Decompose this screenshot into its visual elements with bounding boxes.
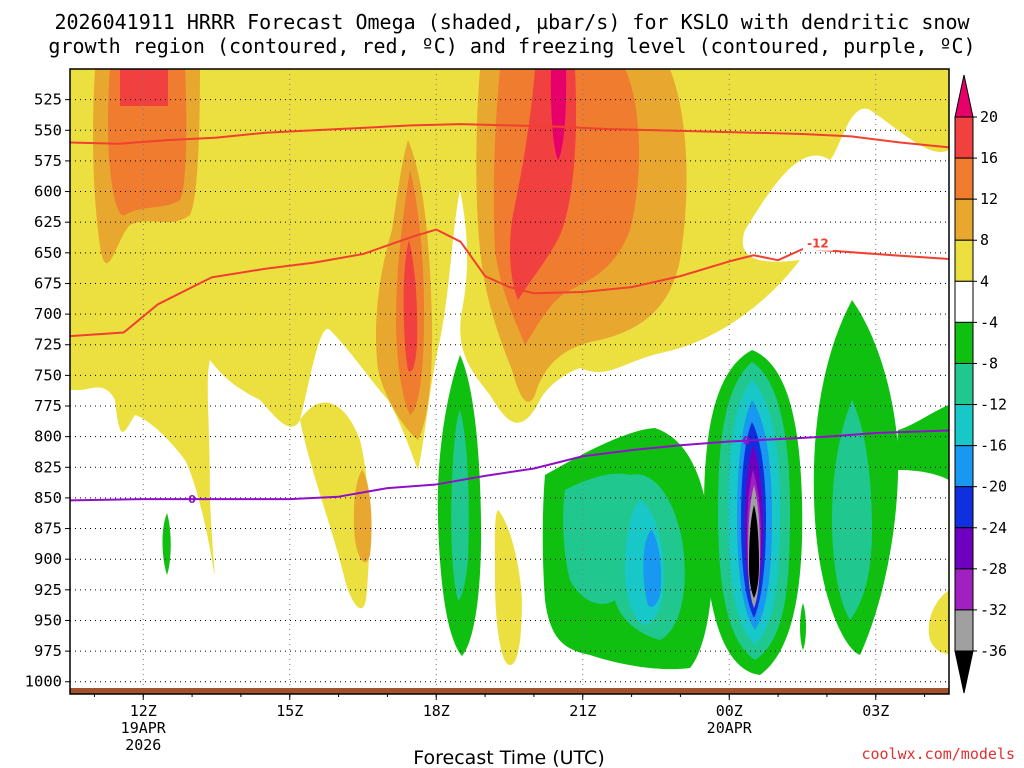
y-tick-label: 875 bbox=[34, 520, 62, 538]
colorbar-label: -28 bbox=[980, 560, 1007, 578]
colorbar-label: -16 bbox=[980, 437, 1007, 455]
ground-surface bbox=[70, 688, 949, 694]
colorbar-box bbox=[954, 404, 974, 447]
dgz-upper-contour bbox=[70, 123, 949, 149]
y-tick-label: 750 bbox=[34, 366, 62, 384]
x-tick-year: 2026 bbox=[125, 736, 161, 754]
colorbar-bottom-arrow bbox=[954, 650, 974, 694]
x-tick-label: 00Z bbox=[716, 702, 743, 720]
plot-area: -12 0 0 bbox=[70, 69, 949, 694]
y-tick-label: 600 bbox=[34, 183, 62, 201]
contour-lines: -12 0 0 bbox=[70, 123, 949, 506]
y-tick-label: 575 bbox=[34, 152, 62, 170]
y-tick-label: 675 bbox=[34, 274, 62, 292]
colorbar: 20 16 12 8 4 -4 -8 -12 -16 -20 -24 -28 -32 -36 bbox=[954, 74, 1007, 694]
colorbar-box bbox=[954, 568, 974, 611]
omega-fill-neg8-12z bbox=[162, 513, 171, 575]
freezing-level-contour bbox=[70, 429, 949, 502]
y-tick-label: 850 bbox=[34, 489, 62, 507]
freezing-contour-label: 0 bbox=[743, 434, 751, 447]
omega-fill-4-lower-1 bbox=[300, 402, 370, 609]
y-tick-label: 900 bbox=[34, 550, 62, 568]
omega-fill-4-lower-2 bbox=[494, 510, 522, 665]
y-tick-label: 725 bbox=[34, 336, 62, 354]
plot-frame bbox=[69, 68, 950, 695]
x-tick-label: 12Z bbox=[130, 702, 157, 720]
y-tick-label: 975 bbox=[34, 642, 62, 660]
colorbar-label: -36 bbox=[980, 642, 1007, 660]
colorbar-box bbox=[954, 362, 974, 406]
colorbar-top-arrow bbox=[954, 74, 974, 118]
colorbar-box bbox=[954, 527, 974, 570]
colorbar-label: 20 bbox=[980, 108, 998, 126]
colorbar-box bbox=[954, 239, 974, 282]
chart-title-line2: growth region (contoured, red, ºC) and f… bbox=[48, 34, 975, 58]
dgz-lower-contour bbox=[70, 228, 949, 338]
vertical-gridlines bbox=[142, 69, 877, 694]
x-tick-label: 18Z bbox=[423, 702, 450, 720]
freezing-contour-label: 0 bbox=[188, 493, 196, 506]
colorbar-label: 16 bbox=[980, 149, 998, 167]
omega-fill-4-right bbox=[928, 590, 949, 654]
colorbar-box bbox=[954, 445, 974, 488]
colorbar-label: -8 bbox=[980, 354, 998, 372]
omega-fill-16-18z bbox=[403, 240, 418, 372]
omega-fill-neg8-right bbox=[895, 405, 949, 480]
x-tick-label: 15Z bbox=[276, 702, 303, 720]
y-tick-label: 625 bbox=[34, 213, 62, 231]
y-tick-label: 775 bbox=[34, 397, 62, 415]
y-tick-label: 925 bbox=[34, 581, 62, 599]
contour-label-bg bbox=[802, 236, 833, 251]
x-tick-label: 03Z bbox=[862, 702, 889, 720]
chart-title-line1: 2026041911 HRRR Forecast Omega (shaded, … bbox=[54, 10, 970, 34]
omega-fill-20 bbox=[550, 69, 567, 160]
x-tick-date: 19APR bbox=[121, 719, 167, 737]
omega-fill-below-neg36 bbox=[749, 505, 759, 598]
y-tick-label: 800 bbox=[34, 428, 62, 446]
credit-text: coolwx.com/models bbox=[861, 745, 1015, 763]
x-axis-label: Forecast Time (UTC) bbox=[413, 747, 604, 768]
y-tick-label: 950 bbox=[34, 611, 62, 629]
y-tick-label: 550 bbox=[34, 121, 62, 139]
colorbar-box bbox=[954, 486, 974, 529]
colorbar-label: -20 bbox=[980, 478, 1007, 496]
omega-fill-neg8-right-sliver bbox=[800, 603, 806, 650]
colorbar-box bbox=[954, 321, 974, 364]
y-tick-label: 1000 bbox=[25, 673, 62, 691]
omega-fill-16-topleft bbox=[120, 69, 168, 106]
y-tick-label: 650 bbox=[34, 244, 62, 262]
colorbar-box bbox=[954, 198, 974, 241]
colorbar-label: -12 bbox=[980, 396, 1007, 414]
y-axis: 525 550 575 600 625 650 675 700 725 750 775 800 825 8… bbox=[25, 91, 70, 691]
omega-shading bbox=[70, 69, 949, 675]
x-tick-date: 20APR bbox=[707, 719, 753, 737]
colorbar-label: 12 bbox=[980, 190, 998, 208]
colorbar-box bbox=[954, 157, 974, 200]
y-tick-label: 525 bbox=[34, 91, 62, 109]
colorbar-label: -4 bbox=[980, 313, 998, 331]
colorbar-label: 4 bbox=[980, 272, 989, 290]
colorbar-box bbox=[954, 116, 974, 159]
colorbar-box bbox=[954, 609, 974, 652]
omega-fill-neg20-central bbox=[643, 530, 662, 607]
y-tick-label: 700 bbox=[34, 305, 62, 323]
omega-fill-neg12-19z bbox=[451, 410, 469, 600]
colorbar-label: 8 bbox=[980, 231, 989, 249]
colorbar-box bbox=[954, 280, 974, 323]
dgz-contour-label: -12 bbox=[807, 237, 829, 251]
omega-fill-neg12-03z bbox=[832, 400, 872, 620]
x-tick-label: 21Z bbox=[569, 702, 596, 720]
colorbar-label: -32 bbox=[980, 601, 1007, 619]
colorbar-label: -24 bbox=[980, 519, 1007, 537]
y-tick-label: 825 bbox=[34, 458, 62, 476]
